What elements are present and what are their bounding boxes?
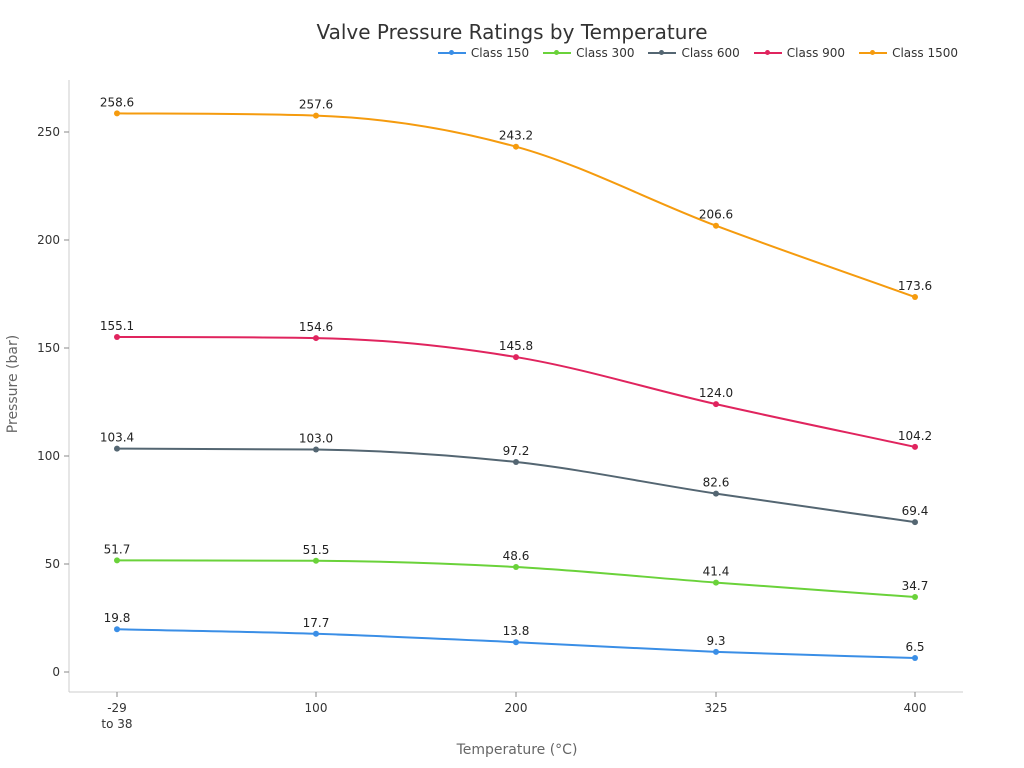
data-label-class-300: 51.5 [303, 543, 330, 557]
data-point-class-300 [912, 594, 918, 601]
chart-title: Valve Pressure Ratings by Temperature [316, 20, 708, 44]
data-label-class-600: 103.4 [100, 431, 134, 445]
legend-label: Class 900 [786, 46, 846, 60]
legend-swatch [648, 50, 677, 55]
data-point-class-300 [713, 579, 719, 586]
legend-label: Class 1500 [892, 46, 958, 60]
legend-item-class-1500[interactable]: Class 1500 [859, 46, 958, 60]
data-label-class-600: 69.4 [902, 504, 929, 518]
data-point-class-900 [313, 335, 319, 342]
data-point-class-1500 [713, 222, 719, 229]
legend-label: Class 150 [470, 46, 530, 60]
data-point-class-600 [513, 459, 519, 466]
data-label-class-600: 103.0 [299, 432, 333, 446]
x-tick-label: 325 [705, 701, 728, 715]
data-label-class-1500: 206.6 [699, 208, 733, 222]
data-point-class-300 [313, 557, 319, 564]
data-label-class-300: 41.4 [703, 565, 730, 579]
legend-item-class-300[interactable]: Class 300 [543, 46, 634, 60]
data-point-class-1500 [313, 112, 319, 119]
y-tick-label: 150 [37, 341, 60, 355]
data-point-class-900 [114, 333, 120, 340]
data-point-class-1500 [513, 143, 519, 150]
legend-item-class-900[interactable]: Class 900 [753, 46, 846, 60]
data-point-class-150 [313, 630, 319, 637]
data-label-class-150: 19.8 [104, 611, 131, 625]
data-label-class-900: 155.1 [100, 319, 134, 333]
legend-item-class-150[interactable]: Class 150 [437, 46, 530, 60]
data-point-class-150 [114, 626, 120, 633]
data-label-class-900: 124.0 [699, 386, 733, 400]
data-point-class-900 [912, 443, 918, 450]
y-tick-label: 100 [37, 449, 60, 463]
data-point-class-300 [114, 557, 120, 564]
data-point-class-300 [513, 564, 519, 571]
data-label-class-150: 6.5 [905, 640, 924, 654]
legend-swatch [753, 50, 782, 55]
legend-label: Class 600 [681, 46, 740, 60]
legend-swatch [437, 50, 466, 55]
legend-swatch [859, 50, 888, 55]
y-tick-label: 200 [37, 233, 60, 247]
data-label-class-900: 145.8 [499, 339, 533, 353]
data-point-class-600 [912, 519, 918, 526]
y-tick-label: 0 [52, 665, 60, 679]
data-label-class-600: 97.2 [503, 444, 530, 458]
data-label-class-1500: 258.6 [100, 95, 134, 109]
data-point-class-600 [713, 490, 719, 497]
data-point-class-900 [513, 354, 519, 361]
x-axis-label: Temperature (°C) [456, 742, 578, 758]
x-tick-label: 400 [904, 701, 927, 715]
data-label-class-150: 17.7 [303, 616, 330, 630]
data-label-class-600: 82.6 [703, 476, 730, 490]
data-label-class-300: 51.7 [104, 542, 131, 556]
x-tick-label: 100 [305, 701, 328, 715]
legend-label: Class 300 [576, 46, 635, 60]
data-label-class-300: 34.7 [902, 579, 929, 593]
y-tick-label: 50 [45, 557, 60, 571]
legend: Class 150 Class 300 Class 600 Class 900 … [437, 46, 958, 60]
data-label-class-150: 13.8 [503, 624, 530, 638]
data-point-class-600 [114, 445, 120, 452]
data-label-class-150: 9.3 [706, 634, 725, 648]
data-label-class-1500: 173.6 [898, 279, 932, 293]
legend-swatch [543, 50, 572, 55]
data-point-class-600 [313, 446, 319, 453]
data-label-class-1500: 257.6 [299, 98, 333, 112]
data-point-class-150 [912, 654, 918, 661]
x-tick-label: -29 [107, 701, 127, 715]
x-tick-label: to 38 [101, 717, 132, 731]
data-point-class-150 [713, 648, 719, 655]
data-label-class-1500: 243.2 [499, 129, 533, 143]
y-tick-label: 250 [37, 125, 60, 139]
series-line-class-900 [116, 335, 916, 448]
data-label-class-900: 154.6 [299, 320, 333, 334]
data-point-class-1500 [114, 110, 120, 117]
x-tick-label: 200 [505, 701, 528, 715]
data-point-class-900 [713, 401, 719, 408]
legend-item-class-600[interactable]: Class 600 [648, 46, 740, 60]
data-label-class-900: 104.2 [898, 429, 932, 443]
data-point-class-1500 [912, 294, 918, 301]
data-point-class-150 [513, 639, 519, 646]
data-label-class-300: 48.6 [503, 549, 530, 563]
